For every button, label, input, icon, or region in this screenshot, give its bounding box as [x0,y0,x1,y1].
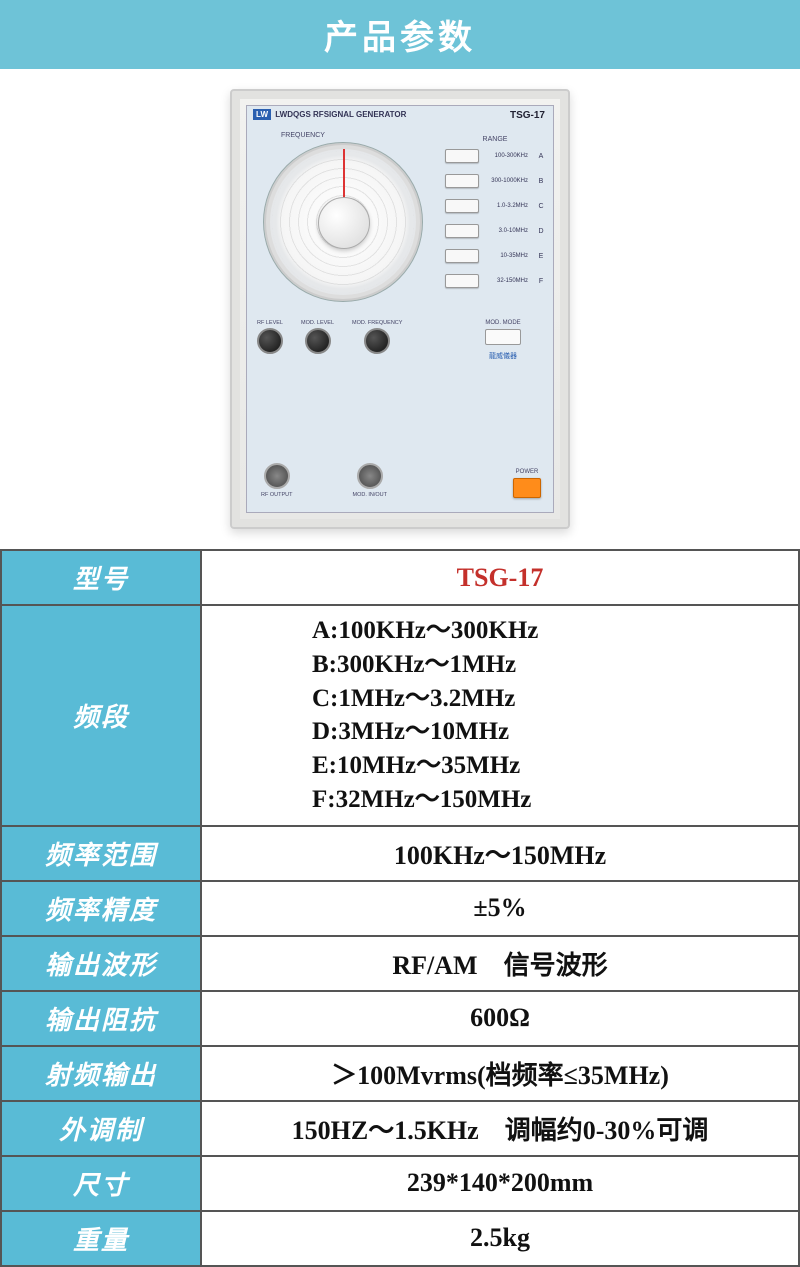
frequency-label: FREQUENCY [281,132,325,139]
mod-level-label: MOD. LEVEL [301,320,334,326]
spec-label: 外调制 [1,1101,201,1156]
spec-value: ＞100Mvrms(档频率≤35MHz) [201,1046,799,1101]
mod-inout-block: MOD. IN/OUT [352,463,387,498]
range-button [445,149,479,163]
spec-label: 重量 [1,1211,201,1266]
mod-mode-switch [485,329,521,345]
mod-mode-label: MOD. MODE [463,320,543,326]
brand-badge: LW [253,109,271,120]
spec-row: 输出波形RF/AM 信号波形 [1,936,799,991]
range-text: 300-1000KHz [488,178,528,184]
spec-value: 100KHz～150MHz [201,826,799,881]
range-letter: C [537,203,545,210]
range-text: 100-300KHz [488,153,528,159]
range-letter: A [537,153,545,160]
device-brand-label: LW LWDQGS RFSIGNAL GENERATOR [253,110,406,119]
range-letter: F [537,278,545,285]
range-selector-area: RANGE 100-300KHz A 300-1000KHz B 1.0-3.2MHz C… [445,136,545,295]
mod-freq-block: MOD. FREQUENCY [352,320,402,354]
range-button [445,274,479,288]
range-button [445,174,479,188]
range-row: 32-150MHz F [445,270,545,292]
range-letter: B [537,178,545,185]
mod-freq-label: MOD. FREQUENCY [352,320,402,326]
rf-output-label: RF OUTPUT [261,492,292,498]
power-area: POWER [513,469,541,498]
bnc-row: RF OUTPUT MOD. IN/OUT [261,463,387,498]
range-text: 32-150MHz [488,278,528,284]
device-chassis: LW LWDQGS RFSIGNAL GENERATOR TSG-17 FREQ… [230,89,570,529]
brand-code: LWDQGS [275,110,311,119]
spec-row: 重量2.5kg [1,1211,799,1266]
control-knob-row: RF LEVEL MOD. LEVEL MOD. FREQUENCY [257,320,402,354]
rf-output-bnc [264,463,290,489]
spec-row: 外调制150HZ～1.5KHz 调幅约0-30%可调 [1,1101,799,1156]
spec-value: 150HZ～1.5KHz 调幅约0-30%可调 [201,1101,799,1156]
range-row: 100-300KHz A [445,145,545,167]
device-front-panel: LW LWDQGS RFSIGNAL GENERATOR TSG-17 FREQ… [246,105,554,513]
range-letter: D [537,228,545,235]
power-button [513,478,541,498]
spec-row: 尺寸239*140*200mm [1,1156,799,1211]
spec-label: 输出波形 [1,936,201,991]
spec-table: 型号TSG-17频段A:100KHz～300KHzB:300KHz～1MHzC:… [0,549,800,1267]
spec-row: 频段A:100KHz～300KHzB:300KHz～1MHzC:1MHz～3.2… [1,605,799,826]
spec-label: 尺寸 [1,1156,201,1211]
spec-row: 射频输出＞100Mvrms(档频率≤35MHz) [1,1046,799,1101]
device-title: RFSIGNAL GENERATOR [313,110,406,119]
mod-freq-knob [364,328,390,354]
mod-level-block: MOD. LEVEL [301,320,334,354]
range-row: 10-35MHz E [445,245,545,267]
header-title: 产品参数 [0,0,800,69]
spec-label: 型号 [1,550,201,605]
frequency-dial [263,142,423,302]
spec-row: 型号TSG-17 [1,550,799,605]
rf-level-knob [257,328,283,354]
range-letter: E [537,253,545,260]
range-button [445,199,479,213]
spec-label: 输出阻抗 [1,991,201,1046]
spec-label: 频率范围 [1,826,201,881]
rf-output-block: RF OUTPUT [261,463,292,498]
brand-cn-text: 龍威儀器 [463,351,543,361]
mod-inout-bnc [357,463,383,489]
spec-value: A:100KHz～300KHzB:300KHz～1MHzC:1MHz～3.2MH… [201,605,799,826]
spec-row: 输出阻抗600Ω [1,991,799,1046]
range-row: 300-1000KHz B [445,170,545,192]
spec-label: 频率精度 [1,881,201,936]
product-image-area: LW LWDQGS RFSIGNAL GENERATOR TSG-17 FREQ… [0,69,800,549]
rf-level-block: RF LEVEL [257,320,283,354]
mod-level-knob [305,328,331,354]
range-text: 10-35MHz [488,253,528,259]
range-button [445,249,479,263]
spec-value: TSG-17 [201,550,799,605]
mod-mode-area: MOD. MODE 龍威儀器 [463,320,543,361]
spec-value: 600Ω [201,991,799,1046]
spec-value: RF/AM 信号波形 [201,936,799,991]
mod-inout-label: MOD. IN/OUT [352,492,387,498]
range-row: 1.0-3.2MHz C [445,195,545,217]
spec-row: 频率精度±5% [1,881,799,936]
spec-row: 频率范围100KHz～150MHz [1,826,799,881]
spec-label: 频段 [1,605,201,826]
range-title: RANGE [445,136,545,143]
spec-value: ±5% [201,881,799,936]
range-button [445,224,479,238]
rf-level-label: RF LEVEL [257,320,283,326]
range-text: 3.0-10MHz [488,228,528,234]
range-text: 1.0-3.2MHz [488,203,528,209]
spec-label: 射频输出 [1,1046,201,1101]
spec-value: 2.5kg [201,1211,799,1266]
device-model-label: TSG-17 [510,110,545,121]
power-label: POWER [513,469,541,475]
dial-knob [318,197,370,249]
spec-value: 239*140*200mm [201,1156,799,1211]
range-row: 3.0-10MHz D [445,220,545,242]
